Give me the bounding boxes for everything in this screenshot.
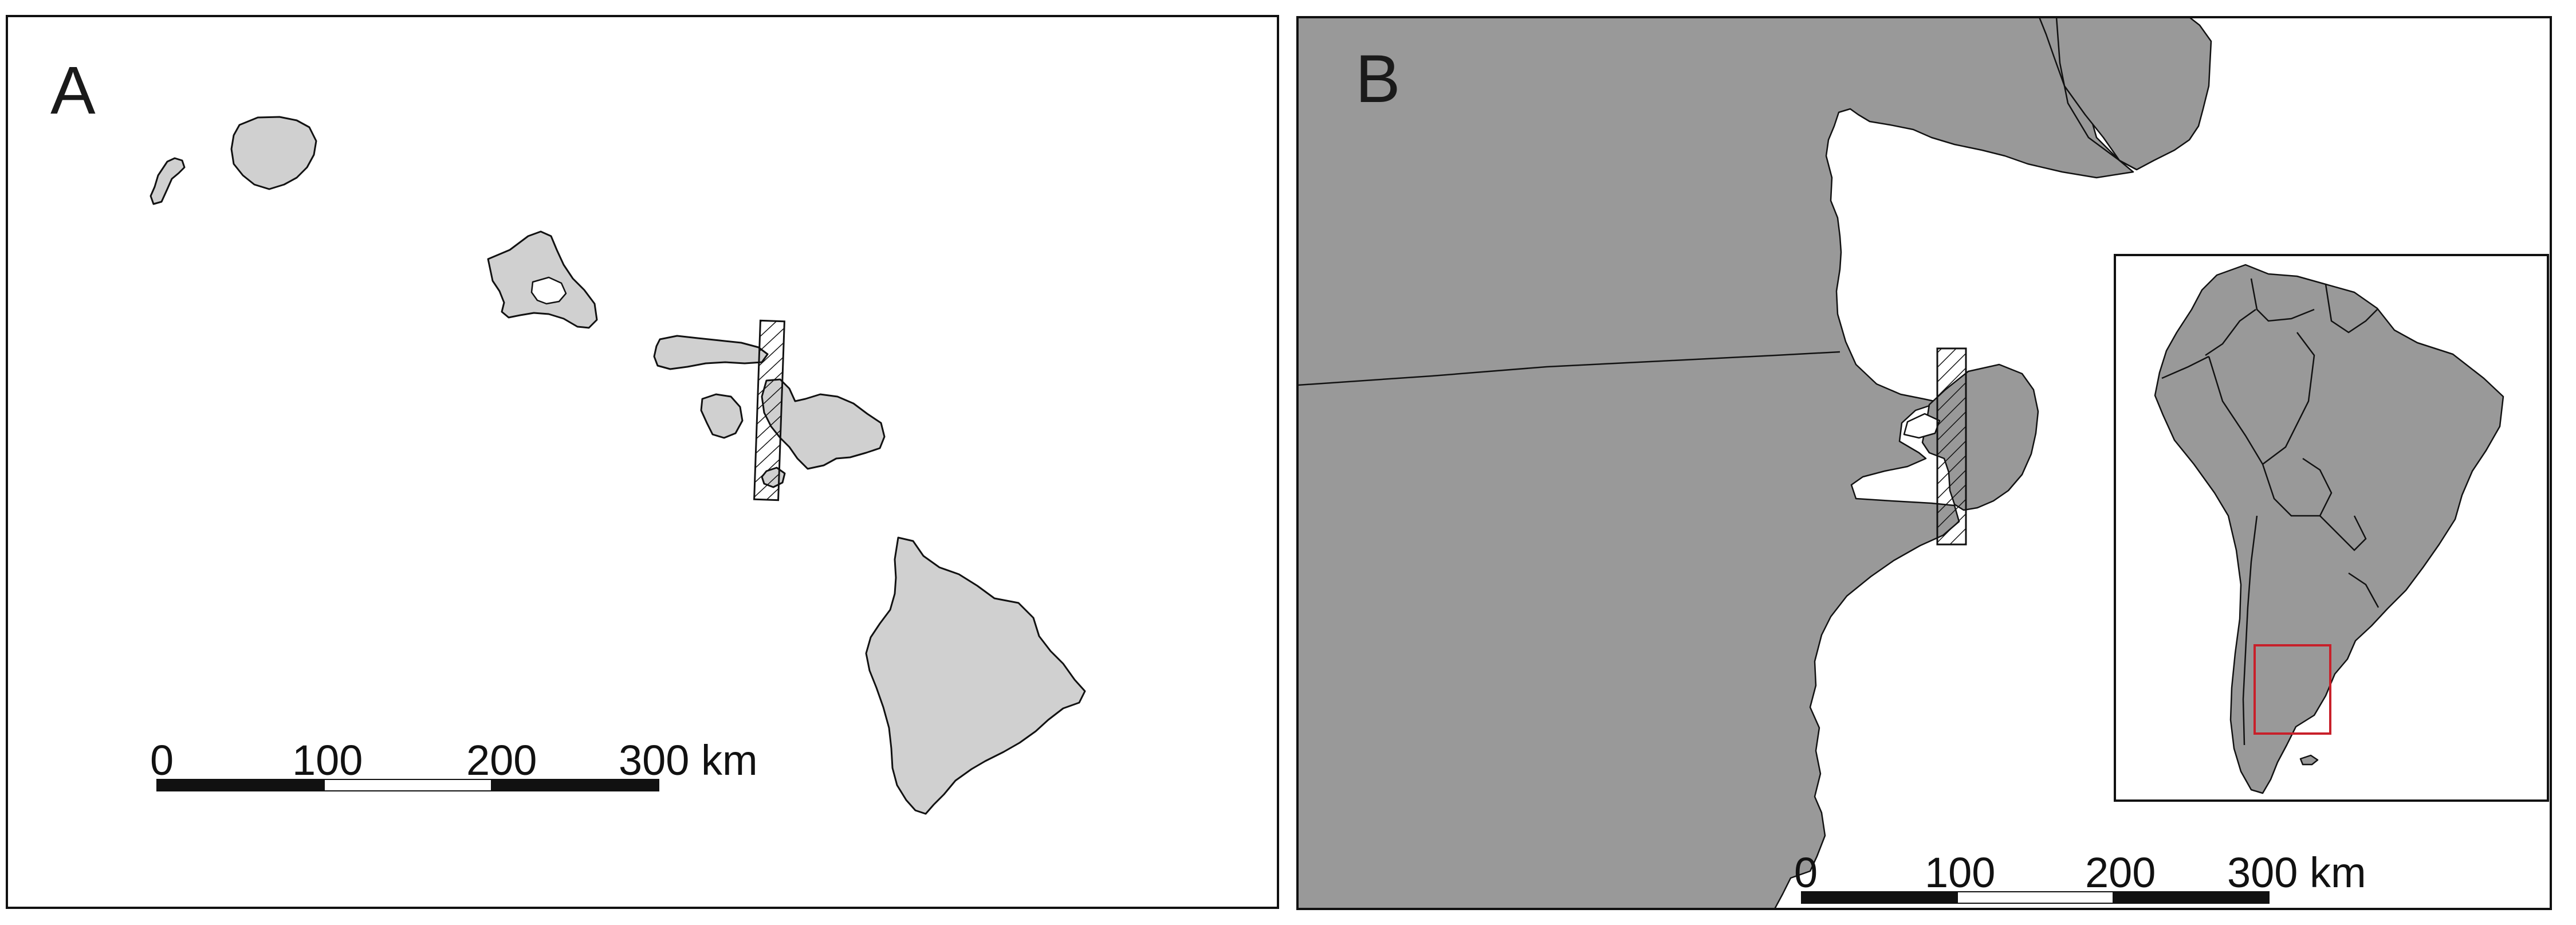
inset-map bbox=[2114, 254, 2549, 802]
scale-tick-200: 200 bbox=[466, 736, 537, 784]
panel-b-label: B bbox=[1355, 41, 1401, 117]
island-hawaii bbox=[865, 536, 1086, 815]
scale-tick-300: 300 km bbox=[2227, 849, 2366, 896]
border-venezuela bbox=[2250, 278, 2315, 322]
scale-bar-b: 0 100 200 300 km bbox=[1794, 849, 2366, 904]
country-borders bbox=[2161, 278, 2380, 746]
study-transect-b bbox=[1936, 347, 1967, 546]
scale-tick-300: 300 km bbox=[619, 736, 758, 784]
island-molokai bbox=[653, 335, 769, 370]
scale-tick-200: 200 bbox=[2085, 849, 2156, 896]
scale-tick-100: 100 bbox=[292, 736, 363, 784]
island-kauai bbox=[230, 116, 317, 190]
border-uruguay bbox=[2348, 572, 2380, 608]
scale-segment-3 bbox=[491, 779, 659, 791]
scale-tick-0: 0 bbox=[1794, 849, 1818, 896]
falkland-islands bbox=[2299, 754, 2319, 766]
island-niihau bbox=[150, 157, 186, 205]
scale-segment-3 bbox=[2113, 891, 2270, 904]
island-lanai bbox=[700, 393, 744, 439]
border-paraguay bbox=[2319, 515, 2367, 551]
panel-b: B bbox=[1296, 16, 2552, 910]
study-transect-a bbox=[753, 319, 785, 501]
scale-tick-0: 0 bbox=[150, 736, 174, 784]
panel-a: A 0 100 200 3 bbox=[6, 15, 1279, 909]
gulf-san-jose bbox=[1903, 413, 1941, 439]
border-ecuador bbox=[2161, 355, 2209, 379]
mainland bbox=[1297, 17, 2134, 909]
border-chile bbox=[2242, 515, 2258, 746]
province-border-2 bbox=[2055, 17, 2137, 171]
panel-b-frame bbox=[1296, 16, 2552, 910]
hawaii-islands bbox=[150, 116, 1086, 815]
oahu-harbor bbox=[530, 276, 567, 305]
panel-a-label: A bbox=[50, 53, 96, 128]
border-colombia bbox=[2205, 308, 2256, 356]
scale-tick-100: 100 bbox=[1925, 849, 1995, 896]
border-peru bbox=[2208, 356, 2264, 465]
border-guianas bbox=[2325, 284, 2378, 334]
panel-a-frame bbox=[6, 15, 1279, 909]
border-brazil-west bbox=[2262, 332, 2315, 465]
inset-study-area-box bbox=[2253, 644, 2331, 735]
province-border-1 bbox=[1297, 351, 1840, 386]
scale-bar-a: 0 100 200 300 km bbox=[150, 736, 758, 791]
south-america bbox=[2154, 264, 2504, 794]
